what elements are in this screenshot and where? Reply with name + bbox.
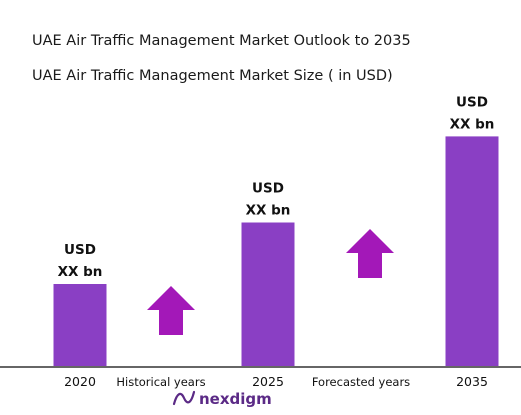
historical-years-label: Historical years	[116, 375, 205, 389]
bar-value-label-currency: USD	[456, 94, 488, 110]
bar-2020	[53, 284, 107, 366]
labels-layer: USD XX bn USD XX bn USD XX bn	[58, 94, 495, 280]
category-label-2025: 2025	[252, 374, 284, 389]
brand-logo: nexdigm	[172, 390, 272, 408]
bar-value-label-currency: USD	[64, 242, 96, 258]
growth-arrows	[147, 229, 394, 335]
bar-value-label-currency: USD	[252, 181, 284, 197]
chart-title: UAE Air Traffic Management Market Outloo…	[32, 33, 411, 49]
growth-arrow-up-icon	[147, 286, 195, 335]
category-label-2035: 2035	[456, 374, 488, 389]
growth-arrow-up-icon	[346, 229, 394, 278]
bar-value-label-amount: XX bn	[450, 116, 495, 132]
bar-2025	[241, 222, 295, 366]
bar-2035	[445, 136, 499, 366]
bars-layer	[53, 136, 499, 366]
bar-value-label-amount: XX bn	[58, 264, 103, 280]
category-labels: 2020 2025 2035	[64, 374, 488, 389]
bar-value-label-amount: XX bn	[246, 203, 291, 219]
forecasted-years-label: Forecasted years	[312, 375, 410, 389]
nexdigm-logo-icon	[172, 390, 196, 406]
brand-name: nexdigm	[199, 390, 272, 408]
category-label-2020: 2020	[64, 374, 96, 389]
chart-subtitle: UAE Air Traffic Management Market Size (…	[32, 68, 393, 84]
